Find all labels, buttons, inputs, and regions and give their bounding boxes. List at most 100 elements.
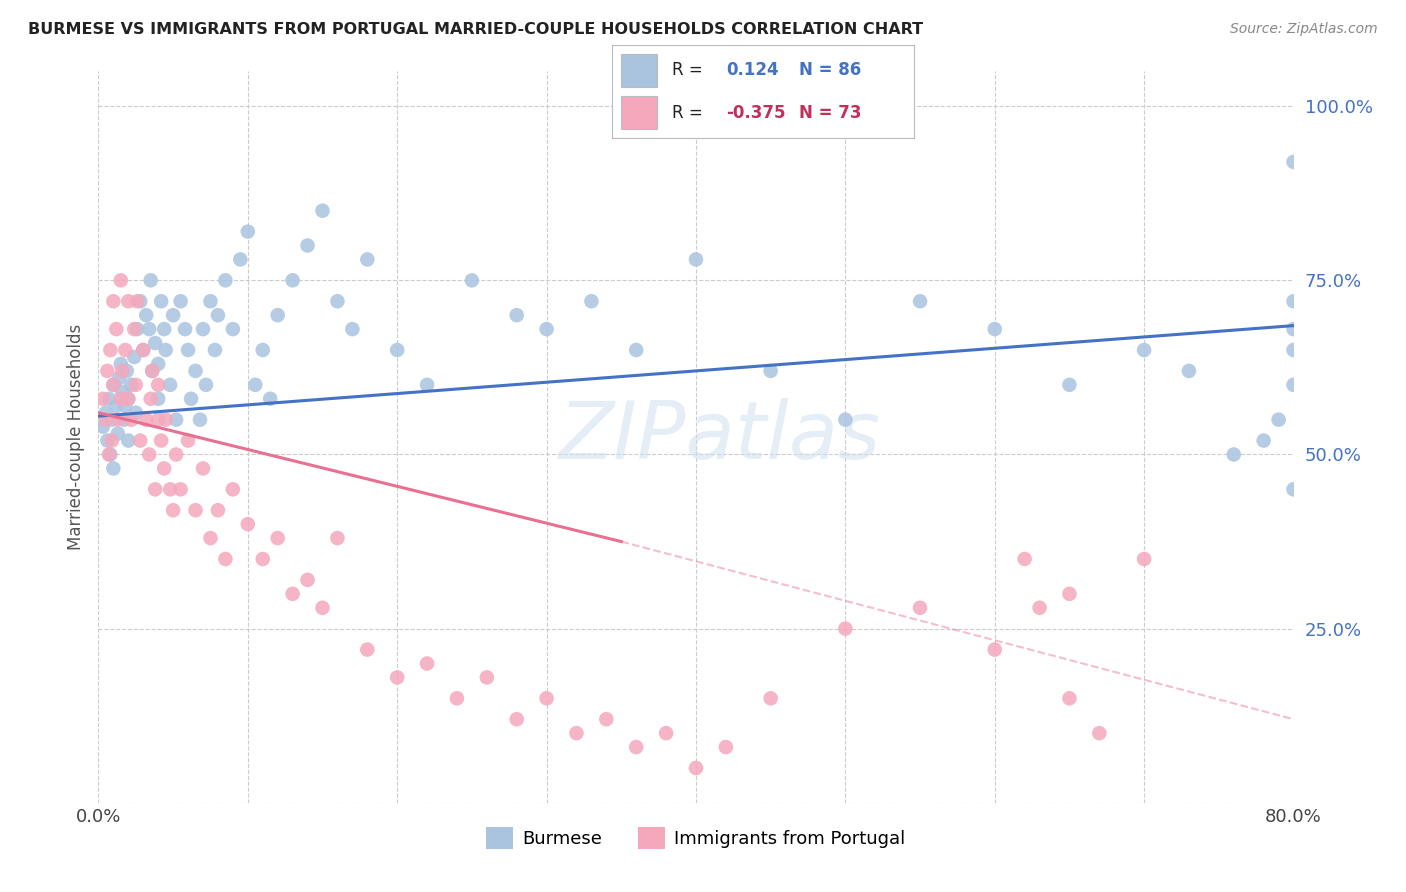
Point <box>191 461 214 475</box>
Point <box>984 642 1007 657</box>
Bar <box>620 54 657 87</box>
Legend: Burmese, Immigrants from Portugal: Burmese, Immigrants from Portugal <box>479 820 912 856</box>
Point <box>139 392 162 406</box>
Point <box>191 322 214 336</box>
Point <box>1282 294 1305 309</box>
Point <box>1282 155 1305 169</box>
Point <box>153 322 176 336</box>
Point <box>356 642 378 657</box>
Point <box>117 392 139 406</box>
Point <box>135 412 157 426</box>
Point <box>120 377 142 392</box>
Point <box>129 294 152 309</box>
Point <box>174 322 197 336</box>
Point <box>685 761 707 775</box>
Point <box>200 531 222 545</box>
Point <box>1282 322 1305 336</box>
Point <box>1267 412 1289 426</box>
Point <box>685 252 707 267</box>
Point <box>124 322 146 336</box>
Point <box>97 448 120 462</box>
Point <box>984 322 1007 336</box>
Point <box>222 483 245 497</box>
Point <box>1133 552 1156 566</box>
Point <box>834 622 856 636</box>
Point <box>96 364 118 378</box>
Point <box>252 552 274 566</box>
Point <box>111 364 134 378</box>
Point <box>107 426 129 441</box>
Point <box>267 531 290 545</box>
Point <box>105 399 128 413</box>
Y-axis label: Married-couple Households: Married-couple Households <box>66 324 84 550</box>
Point <box>446 691 468 706</box>
Point <box>138 322 160 336</box>
Point <box>188 412 211 426</box>
Point <box>141 364 163 378</box>
Point <box>132 343 155 357</box>
Point <box>207 308 229 322</box>
Point <box>97 392 120 406</box>
Point <box>281 273 304 287</box>
Point <box>159 483 181 497</box>
Point <box>94 412 117 426</box>
Point <box>165 448 187 462</box>
Point <box>117 392 139 406</box>
Point <box>117 434 139 448</box>
Point <box>200 294 222 309</box>
Point <box>111 384 134 399</box>
Point <box>110 273 132 287</box>
Point <box>1028 600 1050 615</box>
Point <box>150 294 173 309</box>
Point <box>91 392 114 406</box>
Point <box>105 322 128 336</box>
Text: N = 73: N = 73 <box>799 103 862 121</box>
Point <box>98 448 122 462</box>
Point <box>1253 434 1275 448</box>
Point <box>1059 587 1081 601</box>
Point <box>1282 483 1305 497</box>
Point <box>143 336 166 351</box>
Text: R =: R = <box>672 62 703 79</box>
Text: R =: R = <box>672 103 709 121</box>
Point <box>148 392 170 406</box>
Point <box>536 322 558 336</box>
Point <box>207 503 229 517</box>
Point <box>148 377 170 392</box>
Point <box>150 434 173 448</box>
Point <box>103 377 125 392</box>
Point <box>184 503 207 517</box>
Text: Source: ZipAtlas.com: Source: ZipAtlas.com <box>1230 22 1378 37</box>
Point <box>342 322 364 336</box>
Text: N = 86: N = 86 <box>799 62 862 79</box>
Point <box>297 238 319 252</box>
Point <box>1223 448 1246 462</box>
Point <box>155 343 177 357</box>
Point <box>416 377 439 392</box>
Point <box>908 600 931 615</box>
Point <box>98 343 122 357</box>
Text: 0.124: 0.124 <box>727 62 779 79</box>
Point <box>236 225 259 239</box>
Point <box>385 670 409 684</box>
Point <box>565 726 588 740</box>
Point <box>103 294 125 309</box>
Point <box>110 357 132 371</box>
Point <box>148 412 170 426</box>
Point <box>626 740 648 755</box>
Point <box>214 273 236 287</box>
Point <box>159 377 181 392</box>
Point <box>416 657 439 671</box>
Point <box>114 399 136 413</box>
Point <box>1059 377 1081 392</box>
Point <box>155 412 177 426</box>
Text: -0.375: -0.375 <box>727 103 786 121</box>
Point <box>120 412 142 426</box>
Point <box>252 343 274 357</box>
Text: BURMESE VS IMMIGRANTS FROM PORTUGAL MARRIED-COUPLE HOUSEHOLDS CORRELATION CHART: BURMESE VS IMMIGRANTS FROM PORTUGAL MARR… <box>28 22 924 37</box>
Point <box>141 364 163 378</box>
Point <box>177 343 200 357</box>
Point <box>103 377 125 392</box>
Point <box>475 670 498 684</box>
Point <box>714 740 737 755</box>
